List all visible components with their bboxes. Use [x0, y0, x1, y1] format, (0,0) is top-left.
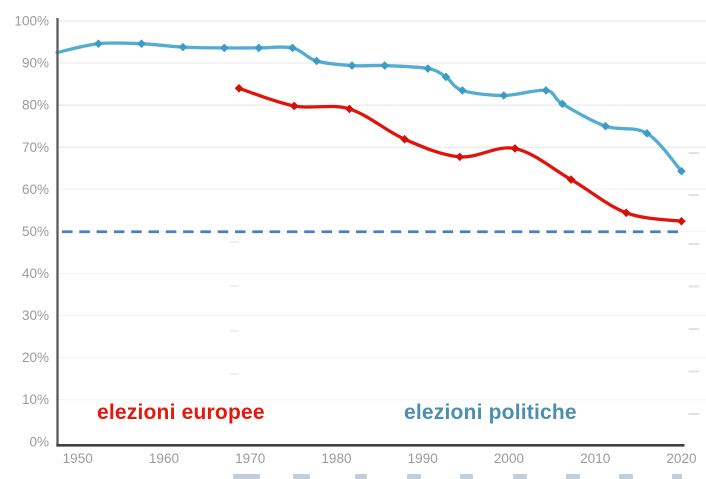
elezioni-politiche-data-point [558, 99, 567, 109]
cropped-gridline-artifact [688, 328, 699, 330]
elezioni-politiche-data-point [499, 91, 509, 100]
x-tick-label: 1990 [408, 451, 438, 466]
y-tick-label: 90% [22, 56, 49, 71]
x-tick-label: 2020 [666, 451, 696, 466]
cropped-gridline-artifact [688, 285, 699, 288]
legend-elezioni-europee: elezioni europee [97, 401, 265, 424]
elezioni-politiche-data-point [220, 43, 229, 53]
elezioni-europee-data-point [455, 152, 465, 162]
y-tick-label: 60% [22, 182, 49, 197]
faint-dash-artifact [230, 330, 239, 332]
cropped-gridline-artifact [688, 152, 699, 154]
elezioni-politiche-data-point [541, 86, 551, 95]
faint-dash-artifact [230, 285, 239, 287]
elezioni-politiche-data-point [254, 43, 264, 53]
y-tick-label: 0% [29, 434, 49, 449]
elezioni-europee-data-point [289, 101, 299, 111]
legend-elezioni-politiche: elezioni politiche [404, 401, 577, 424]
y-tick-label: 30% [22, 308, 49, 323]
elezioni-politiche-data-point [380, 61, 390, 70]
faint-dash-artifact [230, 373, 239, 375]
y-tick-label: 80% [22, 98, 49, 113]
y-tick-label: 70% [22, 140, 49, 155]
cropped-text-artifact [513, 474, 527, 479]
elezioni-europee-data-point [621, 208, 631, 218]
cropped-text-artifact [672, 474, 682, 479]
x-tick-label: 2010 [580, 451, 610, 466]
cropped-text-artifact [293, 474, 310, 479]
y-tick-label: 20% [22, 350, 49, 365]
elezioni-politiche-data-point [288, 43, 297, 53]
elezioni-politiche-data-point [423, 64, 433, 73]
elezioni-europee-data-point [234, 84, 244, 93]
cropped-text-artifact [407, 474, 421, 479]
cropped-gridline-artifact [688, 243, 699, 245]
elezioni-politiche-data-point [642, 129, 652, 138]
x-tick-label: 1980 [321, 451, 351, 466]
faint-dash-artifact [230, 241, 239, 243]
elezioni-politiche-data-point [677, 166, 686, 176]
elezioni-politiche-data-point [137, 39, 146, 49]
elezioni-politiche-data-point [601, 121, 610, 131]
elezioni-europee-data-point [677, 216, 686, 226]
x-tick-label: 1970 [235, 451, 265, 466]
elezioni-politiche-data-point [347, 61, 357, 70]
x-tick-label: 2000 [494, 451, 524, 466]
elezioni-politiche-data-point [94, 39, 103, 49]
elezioni-politiche-data-point [441, 72, 451, 82]
elezioni-europee-data-point [400, 134, 409, 144]
cropped-gridline-artifact [688, 194, 699, 196]
y-tick-label: 40% [22, 266, 49, 281]
cropped-text-artifact [460, 474, 473, 479]
elezioni-europee-data-point [510, 144, 520, 153]
cropped-text-artifact [233, 474, 260, 479]
cropped-gridline-artifact [688, 370, 699, 373]
cropped-text-artifact [566, 474, 580, 479]
y-tick-label: 100% [14, 14, 49, 29]
cropped-gridline-artifact [688, 413, 699, 415]
x-tick-label: 1950 [63, 451, 93, 466]
elezioni-politiche-data-point [178, 42, 188, 52]
cropped-text-artifact [619, 474, 633, 479]
elezioni-politiche-data-point [458, 86, 467, 95]
y-tick-label: 50% [22, 224, 49, 239]
elezioni-europee-data-point [566, 175, 576, 184]
x-tick-label: 1960 [149, 451, 179, 466]
y-tick-label: 10% [22, 392, 49, 407]
elezioni-europee-data-point [345, 104, 354, 114]
cropped-text-artifact [355, 474, 367, 479]
elezioni-politiche-line [55, 41, 684, 173]
elezioni-politiche-data-point [312, 56, 321, 66]
